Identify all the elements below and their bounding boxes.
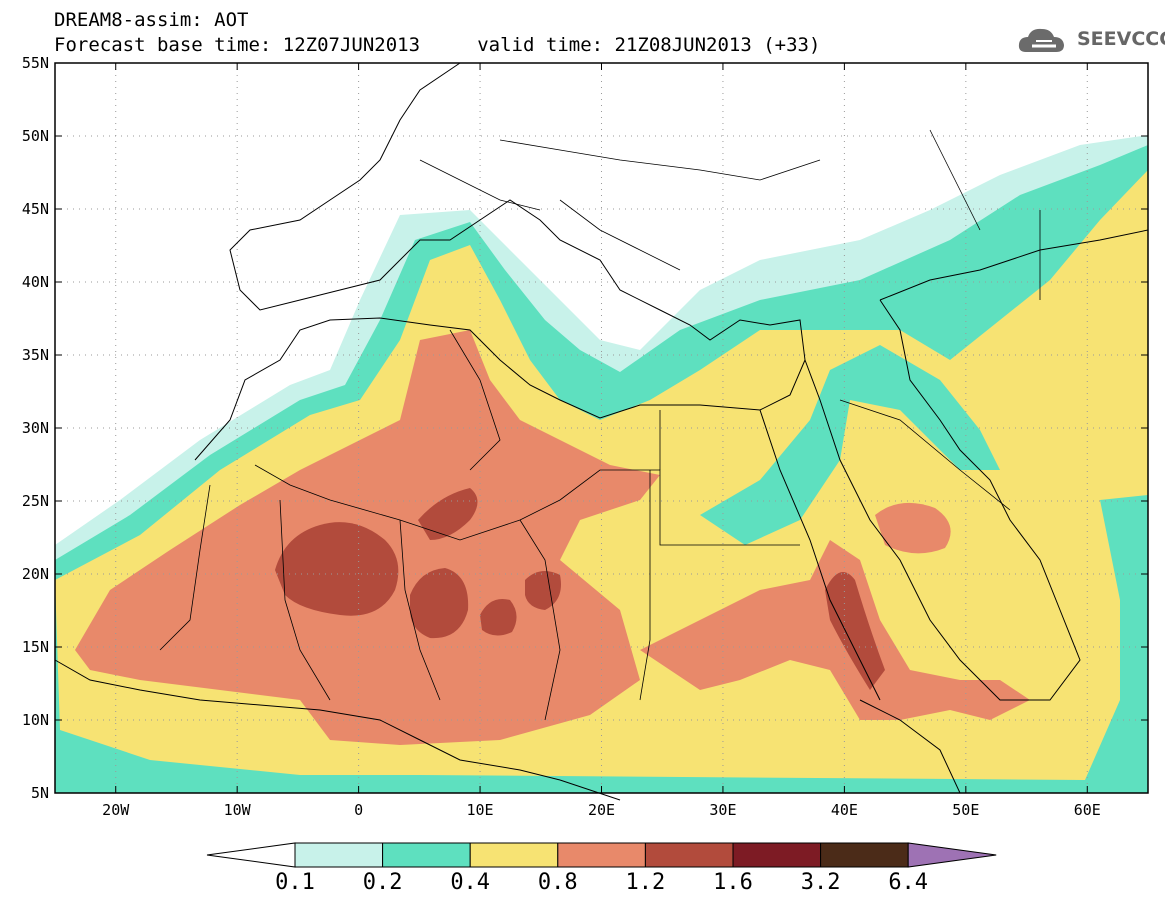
cloud-logo-icon xyxy=(1018,28,1064,52)
legend-color-box xyxy=(732,842,822,868)
legend-color-box xyxy=(820,842,909,868)
lat-tick-label: 50N xyxy=(22,127,49,145)
aot-contours xyxy=(55,135,1148,793)
legend-label: 1.6 xyxy=(713,870,753,895)
map-title-line1: DREAM8-assim: AOT xyxy=(54,9,249,31)
aot-band-1.2f xyxy=(825,572,885,690)
legend-color-box xyxy=(382,842,471,868)
legend-color-box xyxy=(469,842,559,868)
legend-label: 0.1 xyxy=(275,870,315,895)
lat-tick-label: 25N xyxy=(22,492,49,510)
aot-band-1.2 xyxy=(275,522,399,616)
legend-color-box xyxy=(557,842,646,868)
legend-label: 6.4 xyxy=(888,870,928,895)
lon-tick-labels: 20W 10W 0 10E 20E 30E 40E 50E 60E xyxy=(102,801,1101,819)
legend-over-triangle xyxy=(907,842,997,868)
map-title-line2: Forecast base time: 12Z07JUN2013 valid t… xyxy=(54,34,821,56)
lat-tick-label: 45N xyxy=(22,200,49,218)
legend-color-box xyxy=(294,842,384,868)
coastlines xyxy=(54,62,1149,801)
legend-label: 0.2 xyxy=(363,870,403,895)
aot-band-0.8-east xyxy=(640,540,1030,720)
lon-tick-label: 10E xyxy=(467,801,494,819)
legend-label: 0.4 xyxy=(450,870,490,895)
lon-tick-label: 60E xyxy=(1074,801,1101,819)
lon-tick-label: 20E xyxy=(588,801,615,819)
lon-tick-label: 20W xyxy=(102,801,130,819)
lon-tick-label: 40E xyxy=(831,801,858,819)
lat-tick-label: 40N xyxy=(22,273,49,291)
lat-tick-label: 35N xyxy=(22,346,49,364)
legend-under-triangle xyxy=(206,842,296,868)
aot-band-0.2-arabia xyxy=(700,345,1000,545)
lat-tick-labels: 5N 10N 15N 20N 25N 30N 35N 40N 45N 50N 55N xyxy=(22,54,49,802)
lat-tick-label: 30N xyxy=(22,419,49,437)
logo-text: SEEVCCC xyxy=(1077,28,1165,50)
gridlines xyxy=(55,63,1148,793)
legend-color-boxes xyxy=(206,842,997,868)
lon-tick-label: 10W xyxy=(224,801,252,819)
aot-band-1.2e xyxy=(418,488,478,540)
lat-tick-label: 5N xyxy=(31,784,49,802)
lat-tick-label: 15N xyxy=(22,638,49,656)
lon-tick-label: 50E xyxy=(952,801,979,819)
aot-band-0.2-east xyxy=(1100,495,1148,620)
lon-tick-label: 0 xyxy=(354,801,363,819)
aot-band-1.2c xyxy=(480,599,517,636)
lat-tick-label: 20N xyxy=(22,565,49,583)
lat-tick-label: 55N xyxy=(22,54,49,72)
lat-tick-label: 10N xyxy=(22,711,49,729)
lon-tick-label: 30E xyxy=(709,801,736,819)
legend-label: 3.2 xyxy=(801,870,841,895)
legend-label: 0.8 xyxy=(538,870,578,895)
aot-band-1.2b xyxy=(410,568,469,639)
country-borders xyxy=(159,129,1041,721)
legend-label: 1.2 xyxy=(626,870,666,895)
axis-ticks xyxy=(55,62,1148,794)
legend-color-box xyxy=(644,842,734,868)
aot-band-0.8-arabia xyxy=(875,502,951,554)
legend-labels: 0.1 0.2 0.4 0.8 1.2 1.6 3.2 6.4 xyxy=(275,870,928,895)
